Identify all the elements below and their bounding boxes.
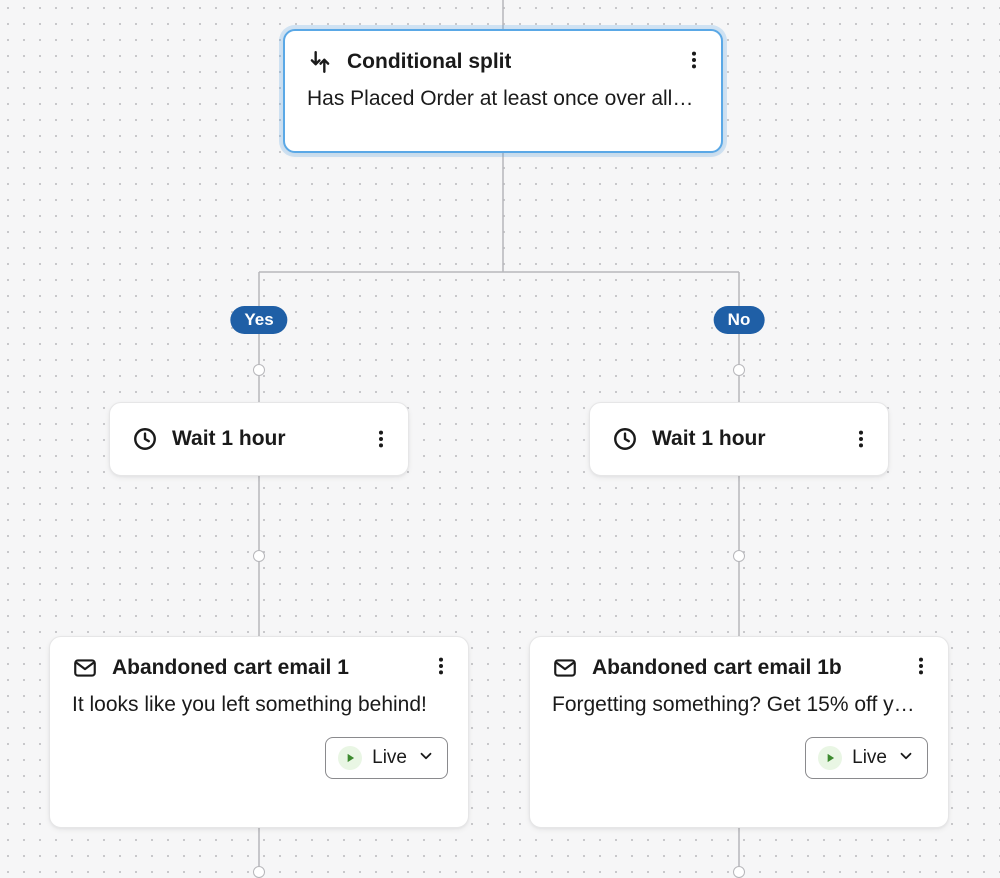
- split-icon: [307, 49, 333, 75]
- node-menu-button[interactable]: [846, 424, 876, 454]
- node-menu-button[interactable]: [906, 651, 936, 681]
- live-status-icon: [338, 746, 362, 770]
- connector-port[interactable]: [733, 550, 745, 562]
- connector-port[interactable]: [733, 364, 745, 376]
- email-icon: [552, 655, 578, 681]
- node-title: Wait 1 hour: [652, 427, 766, 451]
- flow-canvas[interactable]: Conditional split Has Placed Order at le…: [0, 0, 1000, 878]
- node-menu-button[interactable]: [366, 424, 396, 454]
- node-title: Wait 1 hour: [172, 427, 286, 451]
- node-description: Forgetting something? Get 15% off your f…: [530, 681, 948, 737]
- node-menu-button[interactable]: [426, 651, 456, 681]
- branch-label-yes: Yes: [230, 306, 287, 334]
- node-title: Abandoned cart email 1b: [592, 656, 842, 680]
- email-icon: [72, 655, 98, 681]
- node-title: Abandoned cart email 1: [112, 656, 349, 680]
- chevron-down-icon: [897, 747, 915, 770]
- node-menu-button[interactable]: [679, 45, 709, 75]
- status-selector[interactable]: Live: [325, 737, 448, 779]
- wait-node-no[interactable]: Wait 1 hour: [589, 402, 889, 476]
- clock-icon: [132, 426, 158, 452]
- clock-icon: [612, 426, 638, 452]
- email-node-no[interactable]: Abandoned cart email 1b Forgetting somet…: [529, 636, 949, 828]
- node-description: Has Placed Order at least once over all …: [285, 75, 721, 131]
- connector-port[interactable]: [733, 866, 745, 878]
- branch-label-no: No: [714, 306, 765, 334]
- email-node-yes[interactable]: Abandoned cart email 1 It looks like you…: [49, 636, 469, 828]
- connector-port[interactable]: [253, 866, 265, 878]
- conditional-split-node[interactable]: Conditional split Has Placed Order at le…: [283, 29, 723, 153]
- wait-node-yes[interactable]: Wait 1 hour: [109, 402, 409, 476]
- chevron-down-icon: [417, 747, 435, 770]
- node-description: It looks like you left something behind!: [50, 681, 468, 737]
- connector-port[interactable]: [253, 550, 265, 562]
- live-status-icon: [818, 746, 842, 770]
- status-selector[interactable]: Live: [805, 737, 928, 779]
- status-label: Live: [372, 747, 407, 769]
- connector-port[interactable]: [253, 364, 265, 376]
- status-label: Live: [852, 747, 887, 769]
- node-title: Conditional split: [347, 50, 511, 74]
